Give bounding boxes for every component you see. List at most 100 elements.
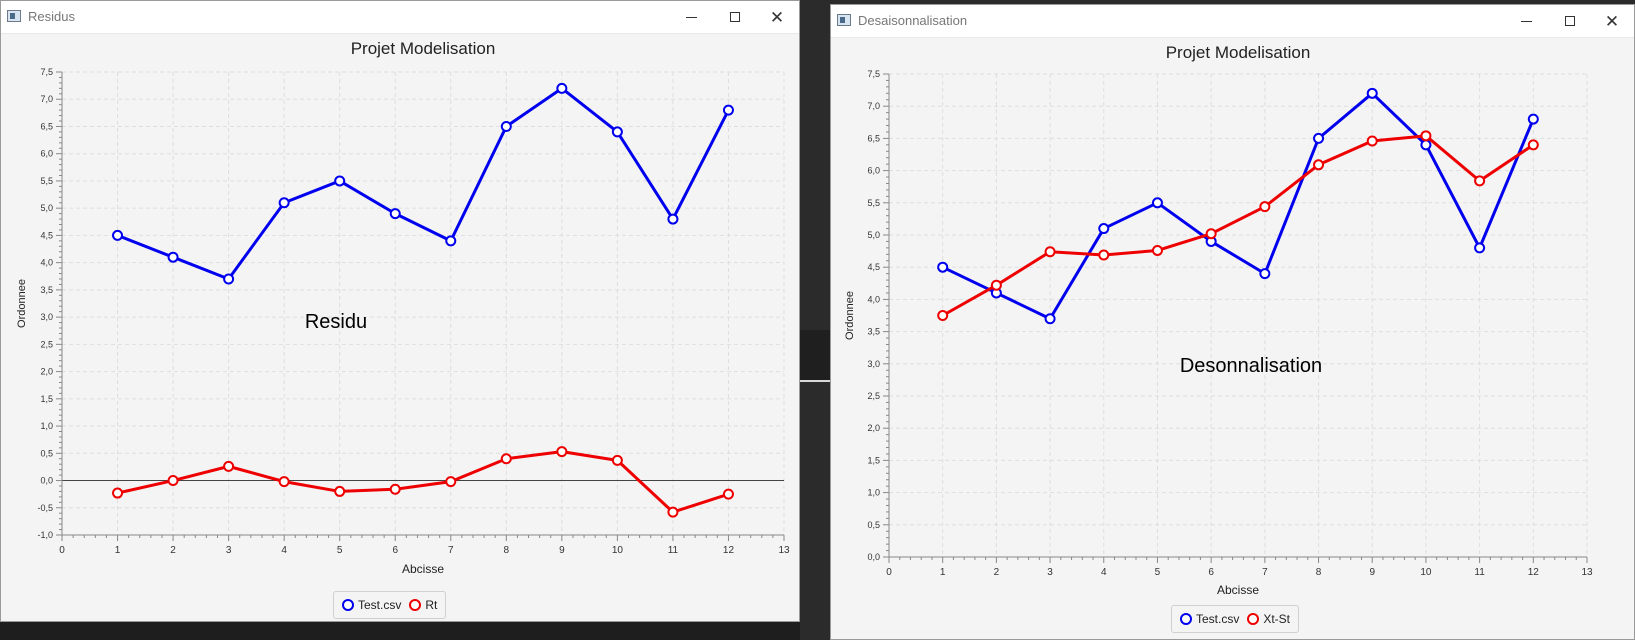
- y-tick-label: 3,5: [867, 327, 880, 337]
- y-tick-label: 0,0: [40, 476, 53, 486]
- x-tick-label: 10: [1420, 567, 1432, 578]
- y-tick-label: 0,5: [40, 448, 53, 458]
- legend-item-test-csv: Test.csv: [1180, 612, 1239, 626]
- maximize-button[interactable]: [717, 5, 753, 29]
- x-tick-label: 12: [723, 545, 735, 556]
- x-tick-label: 9: [1369, 567, 1375, 578]
- x-tick-label: 6: [1208, 567, 1214, 578]
- legend-marker-icon: [1247, 613, 1260, 625]
- x-tick-label: 11: [668, 545, 679, 556]
- data-point: [334, 175, 346, 187]
- x-tick-label: 13: [778, 545, 790, 556]
- data-point: [167, 251, 179, 263]
- plot-area: [62, 72, 784, 535]
- x-tick-label: 7: [1262, 567, 1268, 578]
- window-desaisonnalisation[interactable]: Desaisonnalisation ✕ 0 1 2 3 4 5 6 7 8 9 10 11 12 13 0…: [830, 4, 1635, 640]
- close-icon: ✕: [1604, 11, 1620, 31]
- data-point: [937, 261, 949, 273]
- data-point: [445, 476, 457, 488]
- data-point: [1474, 175, 1486, 187]
- x-tick-label: 12: [1528, 567, 1540, 578]
- data-point: [1366, 135, 1378, 147]
- minimize-button[interactable]: [1508, 9, 1544, 33]
- y-tick-label: 5,0: [40, 203, 53, 213]
- y-tick-label: 7,5: [867, 69, 880, 79]
- x-tick-label: 9: [559, 545, 565, 556]
- desaisonnalisation-line-chart: 0 1 2 3 4 5 6 7 8 9 10 11 12 130,00,51,01,52,02,53,03…: [844, 43, 1593, 597]
- data-point: [1044, 313, 1056, 325]
- x-tick-label: 7: [448, 545, 454, 556]
- data-point: [500, 120, 512, 132]
- close-icon: ✕: [769, 7, 785, 27]
- window-titlebar[interactable]: Residus ✕: [1, 1, 799, 34]
- y-tick-label: 5,5: [40, 176, 53, 186]
- x-tick-label: 5: [337, 545, 343, 556]
- data-point: [1259, 268, 1271, 280]
- data-point: [1259, 201, 1271, 213]
- y-tick-label: -0,5: [37, 503, 53, 513]
- minimize-button[interactable]: [673, 5, 709, 29]
- chart-annotation: Desonnalisation: [1180, 355, 1322, 377]
- legend-label: Rt: [425, 598, 438, 612]
- y-tick-label: 4,5: [40, 230, 53, 240]
- close-button[interactable]: ✕: [759, 5, 795, 29]
- y-tick-label: 7,0: [40, 94, 53, 104]
- data-point: [1527, 113, 1539, 125]
- y-tick-label: 6,0: [867, 166, 880, 176]
- y-tick-label: -1,0: [37, 530, 53, 540]
- data-point: [1313, 132, 1325, 144]
- data-point: [1313, 159, 1325, 171]
- x-tick-label: 8: [1316, 567, 1322, 578]
- y-axis-label: Ordonnee: [844, 291, 856, 340]
- y-tick-label: 2,5: [40, 339, 53, 349]
- y-tick-label: 4,0: [867, 294, 880, 304]
- y-tick-label: 5,0: [867, 230, 880, 240]
- data-point: [611, 454, 623, 466]
- maximize-button[interactable]: [1552, 9, 1588, 33]
- data-point: [1205, 228, 1217, 240]
- data-point: [1098, 249, 1110, 261]
- data-point: [937, 310, 949, 321]
- window-titlebar[interactable]: Desaisonnalisation ✕: [831, 5, 1634, 38]
- close-button[interactable]: ✕: [1594, 9, 1630, 33]
- chart-annotation: Residu: [305, 311, 367, 333]
- x-tick-label: 5: [1155, 567, 1161, 578]
- y-tick-label: 7,5: [40, 67, 53, 77]
- legend-marker-icon: [409, 599, 422, 611]
- y-tick-label: 4,5: [867, 262, 880, 272]
- y-tick-label: 3,0: [867, 359, 880, 369]
- y-tick-label: 1,0: [867, 488, 880, 498]
- data-point: [278, 197, 290, 209]
- x-tick-label: 10: [612, 545, 624, 556]
- data-point: [990, 279, 1002, 291]
- series-line: [116, 86, 730, 281]
- maximize-icon: [1565, 16, 1575, 26]
- data-point: [556, 446, 568, 458]
- x-axis-label: Abcisse: [402, 562, 444, 576]
- x-tick-label: 1: [940, 567, 946, 578]
- window-residus[interactable]: Residus ✕ 0 1 2 3 4 5 6 7 8 9 10 11 12 13 -1,0 -0,5 0,0 0…: [0, 0, 800, 622]
- y-tick-label: 6,0: [40, 149, 53, 159]
- y-tick-label: 7,0: [867, 101, 880, 111]
- data-point: [167, 475, 179, 487]
- chart-legend: Test.csv Rt: [333, 591, 447, 619]
- y-tick-label: 2,0: [40, 367, 53, 377]
- data-point: [667, 213, 679, 225]
- y-tick-label: 2,5: [867, 391, 880, 401]
- legend-label: Test.csv: [358, 598, 402, 612]
- window-title: Residus: [28, 9, 75, 24]
- x-tick-label: 8: [504, 545, 510, 556]
- y-tick-label: 3,0: [40, 312, 53, 322]
- data-point: [1366, 87, 1378, 99]
- x-tick-label: 4: [281, 545, 287, 556]
- y-tick-label: 1,5: [40, 394, 53, 404]
- legend-item-rt: Rt: [409, 598, 437, 612]
- data-point: [611, 126, 623, 138]
- y-axis-label: Ordonnee: [16, 279, 28, 328]
- data-point: [667, 506, 679, 518]
- data-point: [223, 273, 235, 285]
- plot-area: [889, 74, 1587, 557]
- java-app-icon: [837, 14, 851, 26]
- series-line: [941, 134, 1535, 317]
- data-point: [1044, 246, 1056, 258]
